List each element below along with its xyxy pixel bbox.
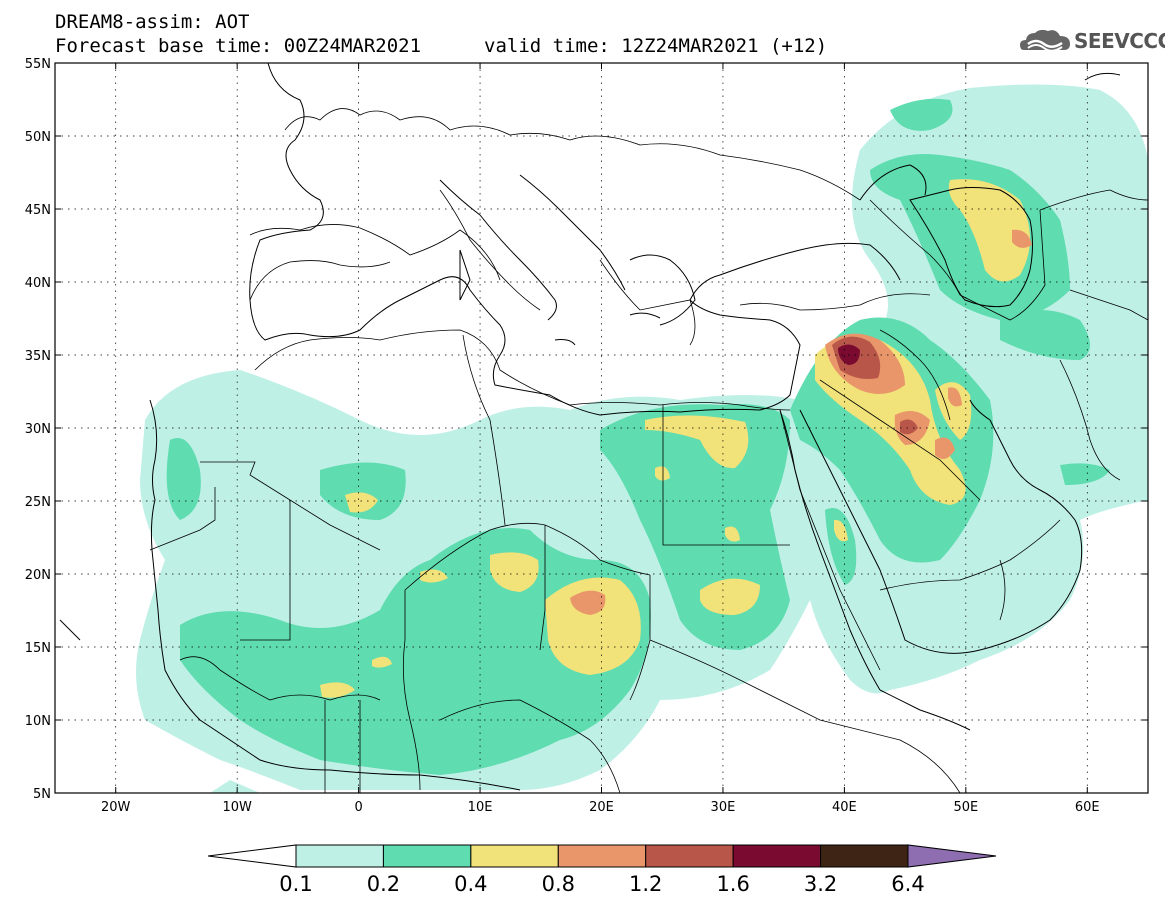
colorbar-level-label: 0.2 xyxy=(367,872,400,896)
colorbar-segment xyxy=(557,844,647,868)
gridlines xyxy=(55,63,1148,793)
lon-label: 20W xyxy=(101,800,131,815)
lon-label: 10E xyxy=(468,800,493,815)
lat-label: 5N xyxy=(33,787,51,802)
logo-text: SEEVCCC xyxy=(1074,29,1165,53)
lat-label: 15N xyxy=(25,641,51,656)
lat-label: 25N xyxy=(25,495,51,510)
cloud-logo-icon xyxy=(1020,29,1070,52)
lat-labels: 55N 50N 45N 40N 35N 30N 25N 20N 15N 10N 5N xyxy=(25,57,51,802)
lon-label: 50E xyxy=(953,800,978,815)
coastlines xyxy=(59,63,1121,791)
lat-label: 45N xyxy=(25,203,51,218)
seevccc-logo: SEEVCCC xyxy=(1018,24,1165,58)
lat-label: 10N xyxy=(25,714,51,729)
colorbar-level-label: 6.4 xyxy=(891,872,924,896)
colorbar-level-label: 1.2 xyxy=(629,872,662,896)
colorbar-segment xyxy=(732,844,822,868)
lon-label: 10W xyxy=(222,800,252,815)
map-title: DREAM8-assim: AOT xyxy=(55,11,250,33)
colorbar-level-label: 0.1 xyxy=(279,872,312,896)
colorbar-segment xyxy=(820,844,909,868)
lon-label: 20E xyxy=(589,800,614,815)
lon-label: 0 xyxy=(354,800,362,815)
lat-label: 35N xyxy=(25,349,51,364)
lat-label: 55N xyxy=(25,57,51,72)
valid-time: valid time: 12Z24MAR2021 (+12) xyxy=(484,35,828,57)
lat-label: 30N xyxy=(25,422,51,437)
lat-label: 20N xyxy=(25,568,51,583)
aot-contours xyxy=(136,84,1148,793)
colorbar-level-label: 3.2 xyxy=(804,872,837,896)
colorbar-segment xyxy=(295,844,384,868)
colorbar-segment xyxy=(645,844,734,868)
forecast-base-time: Forecast base time: 00Z24MAR2021 xyxy=(55,35,422,57)
lon-label: 30E xyxy=(711,800,736,815)
colorbar-segment xyxy=(382,844,472,868)
colorbar-level-label: 0.8 xyxy=(542,872,575,896)
lon-labels: 20W 10W 0 10E 20E 30E 40E 50E 60E xyxy=(101,800,1100,815)
colorbar-level-label: 0.4 xyxy=(454,872,487,896)
lat-label: 40N xyxy=(25,276,51,291)
map-ticks xyxy=(55,62,1148,794)
colorbar-high-arrow xyxy=(907,844,997,868)
country-borders xyxy=(149,108,1148,793)
lon-label: 40E xyxy=(832,800,857,815)
colorbar: 0.1 0.2 0.4 0.8 1.2 1.6 3.2 6.4 xyxy=(207,844,997,896)
lon-label: 60E xyxy=(1075,800,1100,815)
colorbar-level-label: 1.6 xyxy=(716,872,749,896)
lat-label: 50N xyxy=(25,130,51,145)
colorbar-segment xyxy=(470,844,559,868)
colorbar-low-arrow xyxy=(207,844,297,868)
